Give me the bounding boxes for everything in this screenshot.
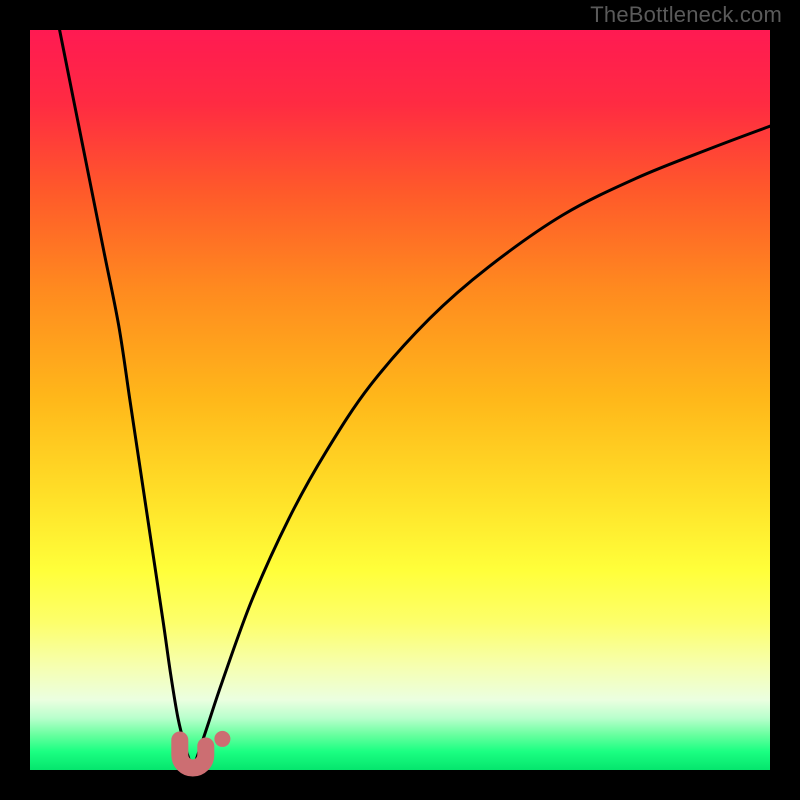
watermark-text: TheBottleneck.com [590,2,782,28]
bottleneck-curve-chart [0,0,800,800]
chart-frame: TheBottleneck.com [0,0,800,800]
gradient-background [30,30,770,770]
branch-dot-marker [214,731,230,747]
